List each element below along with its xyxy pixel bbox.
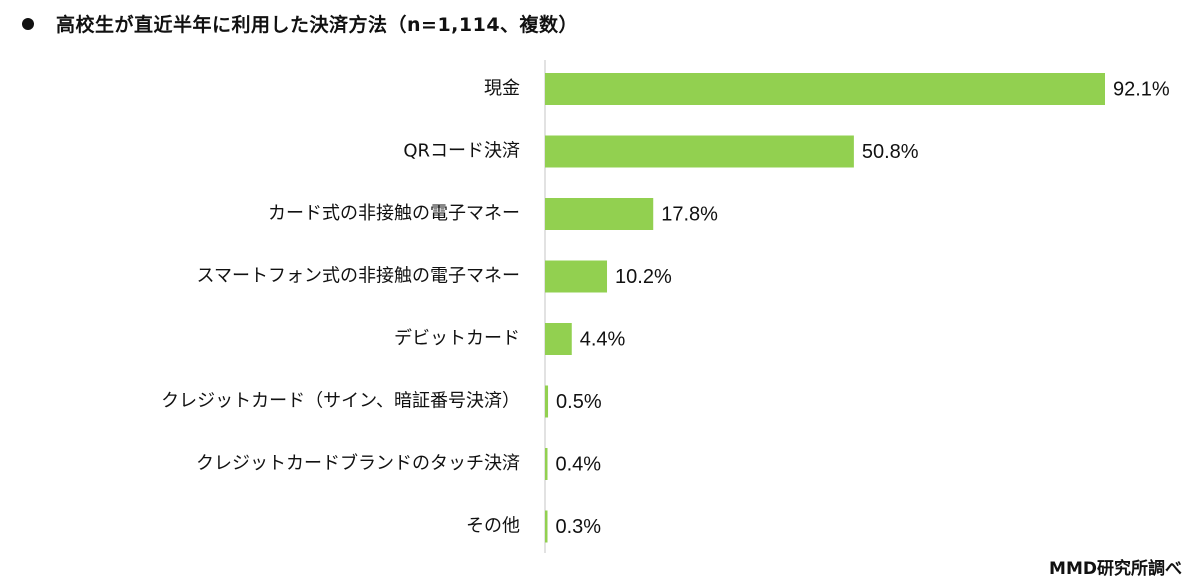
data-label: 0.5%: [556, 391, 602, 413]
data-label: 17.8%: [661, 203, 718, 225]
bar: [545, 135, 854, 168]
bar: [545, 323, 572, 355]
data-label: 92.1%: [1113, 78, 1170, 100]
data-label: 0.4%: [556, 453, 602, 475]
category-label: 現金: [484, 78, 520, 99]
category-label: その他: [466, 516, 520, 537]
category-label: クレジットカードブランドのタッチ決済: [196, 452, 520, 474]
category-label: カード式の非接触の電子マネー: [268, 203, 520, 224]
data-label: 0.3%: [556, 516, 602, 538]
category-label: スマートフォン式の非接触の電子マネー: [197, 266, 520, 287]
bar: [545, 510, 548, 543]
bar: [545, 198, 654, 230]
source-credit: MMD研究所調べ: [1049, 559, 1182, 579]
category-label: デビットカード: [394, 328, 520, 349]
bullet-icon: [22, 17, 34, 30]
data-label: 10.2%: [615, 266, 672, 288]
category-label: QRコード決済: [403, 141, 520, 162]
bar: [545, 73, 1105, 105]
category-label: クレジットカード（サイン、暗証番号決済）: [161, 391, 520, 412]
data-label: 4.4%: [580, 328, 626, 350]
bar: [545, 448, 548, 480]
bar: [545, 385, 549, 418]
title-row: 高校生が直近半年に利用した決済方法（n=1,114、複数）: [22, 10, 578, 37]
data-label: 50.8%: [862, 141, 919, 163]
chart-title: 高校生が直近半年に利用した決済方法（n=1,114、複数）: [56, 14, 579, 36]
bar: [545, 260, 608, 293]
